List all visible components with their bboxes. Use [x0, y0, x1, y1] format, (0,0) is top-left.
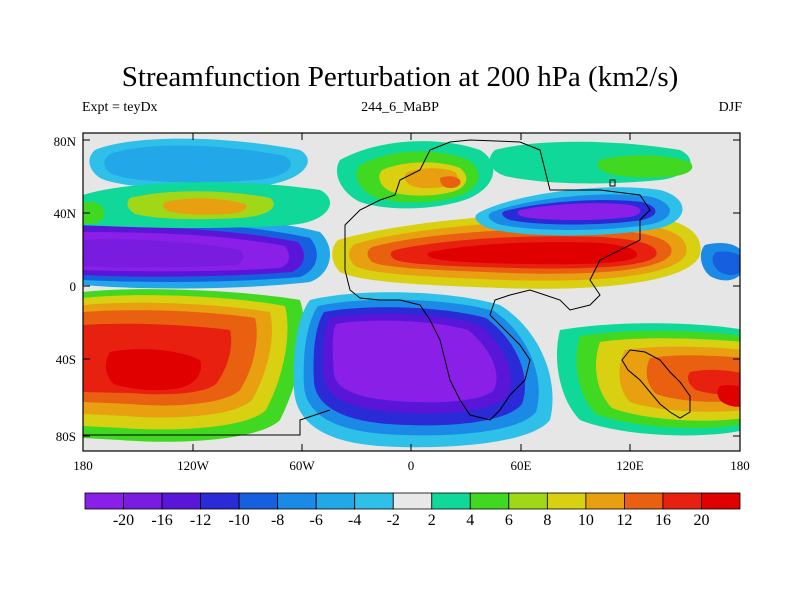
- colorbar-swatch: [392, 492, 433, 510]
- colorbar-label: -2: [386, 512, 400, 529]
- colorbar-swatch: [84, 492, 124, 510]
- y-tick-label: 0: [69, 279, 77, 294]
- colorbar-swatch: [238, 492, 279, 510]
- y-tick-label: 80S: [55, 429, 76, 444]
- x-tick-label: 180: [730, 458, 750, 473]
- colorbar-swatch: [161, 492, 201, 510]
- colorbar-label: 12: [616, 512, 633, 529]
- colorbar-swatch: [469, 492, 510, 510]
- colorbar-swatch: [277, 492, 317, 510]
- colorbar-swatch: [354, 492, 394, 510]
- colorbar-swatch: [315, 492, 356, 510]
- x-tick-label: 60W: [289, 458, 315, 473]
- contour-field: [83, 133, 740, 451]
- colorbar-swatch: [701, 492, 741, 510]
- colorbar-label: -10: [228, 512, 250, 529]
- colorbar-label: 8: [543, 512, 552, 529]
- x-tick-label: 120E: [616, 458, 644, 473]
- colorbar-swatch: [123, 492, 163, 510]
- colorbar-label: 2: [427, 512, 436, 529]
- x-tick-label: 120W: [177, 458, 209, 473]
- x-tick-label: 180: [73, 458, 93, 473]
- colorbar-swatch: [624, 492, 664, 510]
- y-tick-label: 40N: [53, 206, 76, 221]
- coastlines: [83, 139, 691, 436]
- colorbar-swatch: [662, 492, 702, 510]
- colorbar-label: 16: [654, 512, 671, 529]
- colorbar-label: -12: [189, 512, 212, 529]
- colorbar-label: 10: [577, 512, 594, 529]
- x-tick-label: 0: [407, 458, 415, 473]
- colorbar-swatch: [585, 492, 625, 510]
- axis-ticks: [83, 133, 740, 451]
- colorbar-swatch: [431, 492, 471, 510]
- map-title: Streamfunction Perturbation at 200 hPa (…: [121, 61, 679, 93]
- colorbar-label: -8: [270, 512, 285, 529]
- y-tick-label: 40S: [55, 352, 76, 367]
- colorbar-label: 20: [693, 512, 710, 529]
- colorbar-label: -20: [112, 512, 135, 529]
- colorbar-swatch: [546, 492, 587, 510]
- season-label: DJF: [718, 100, 742, 115]
- colorbar: [84, 492, 741, 510]
- run-label: 244_6_MaBP: [361, 100, 439, 115]
- colorbar-label: -6: [309, 512, 323, 529]
- y-tick-label: 80N: [53, 134, 76, 149]
- colorbar-label: -16: [151, 512, 173, 529]
- colorbar-label: 4: [466, 512, 475, 529]
- colorbar-swatch: [200, 492, 240, 510]
- colorbar-swatch: [508, 492, 548, 510]
- colorbar-label: 6: [504, 512, 513, 529]
- colorbar-label: -4: [348, 512, 362, 529]
- experiment-label: Expt = teyDx: [82, 100, 158, 115]
- x-tick-label: 60E: [510, 458, 532, 473]
